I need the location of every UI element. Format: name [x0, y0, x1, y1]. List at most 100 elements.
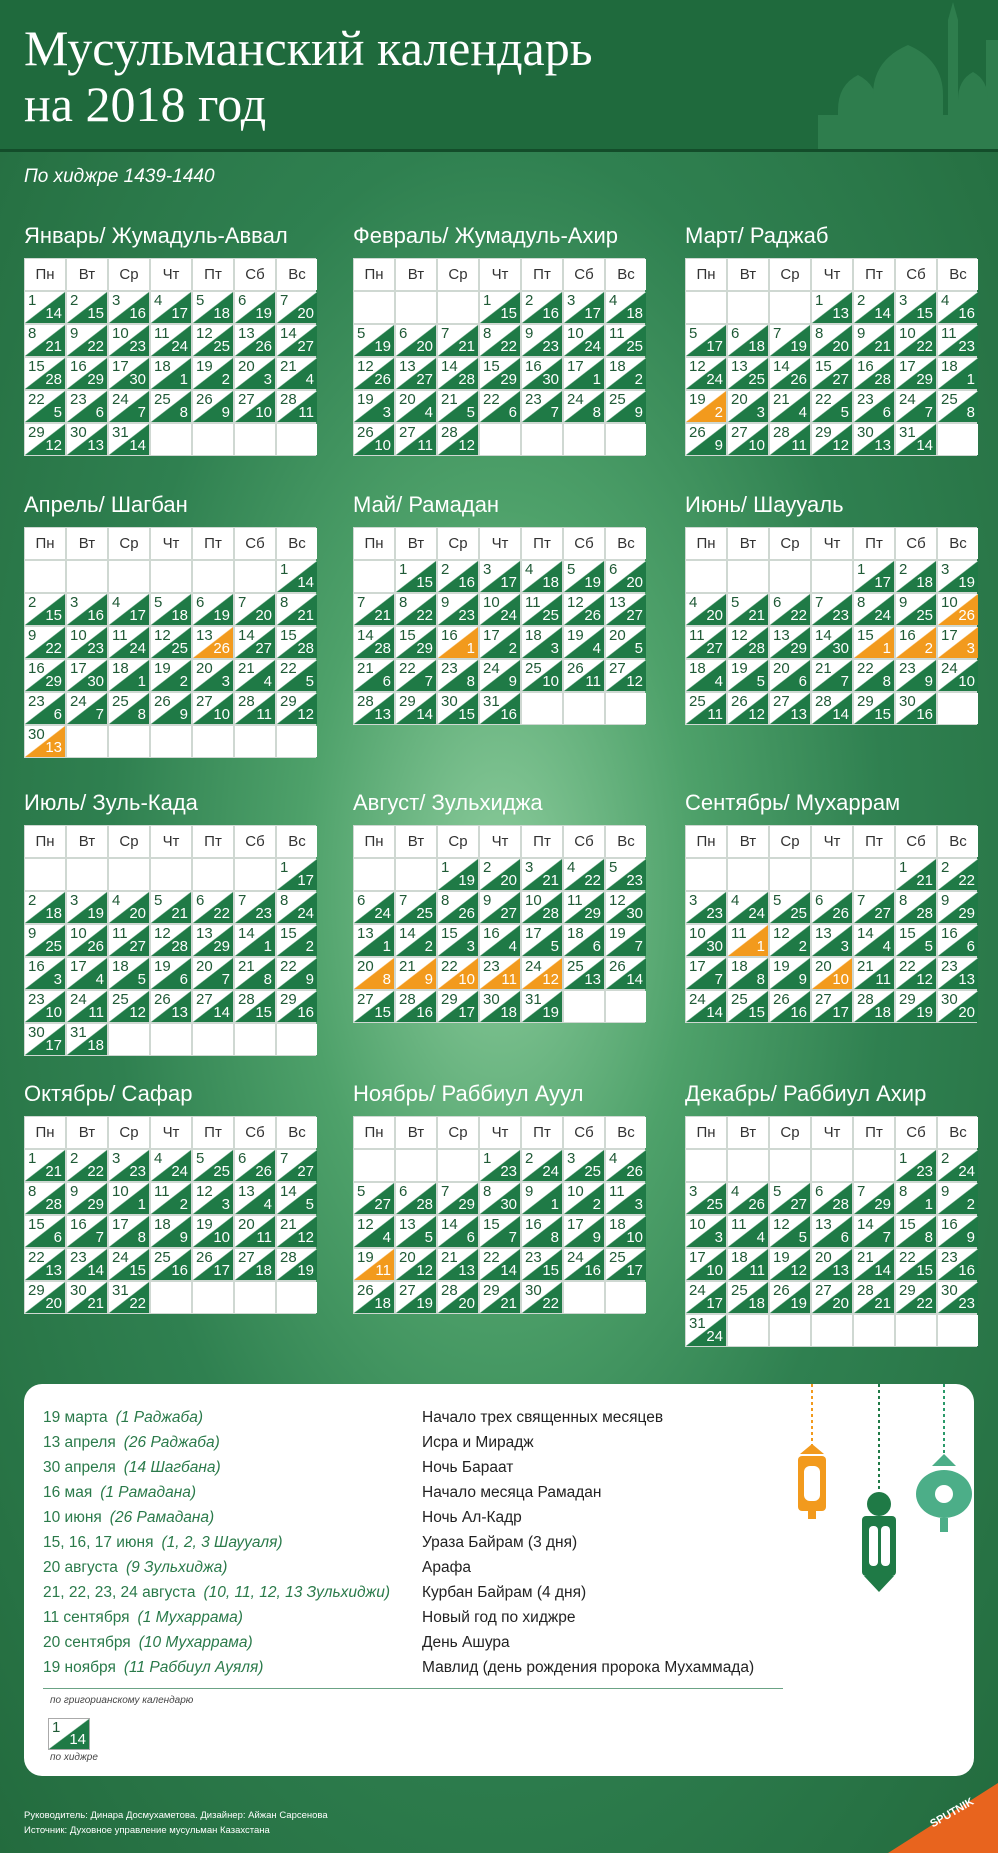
- hijri-day: 10: [213, 706, 230, 723]
- gregorian-day: 24: [941, 660, 958, 677]
- holiday-day-cell: 30 13: [25, 726, 65, 757]
- weekday-header: Вс: [277, 259, 317, 290]
- day-cell: 4 20: [109, 892, 149, 923]
- day-cell: 3 21: [522, 859, 562, 890]
- gregorian-day: 5: [357, 1183, 366, 1200]
- day-cell: 26 12: [728, 693, 768, 724]
- hijri-day: 15: [416, 574, 433, 591]
- hijri-day: 21: [171, 905, 188, 922]
- empty-cell: [854, 1315, 894, 1346]
- empty-cell: [812, 1315, 852, 1346]
- sputnik-logo-icon: [888, 1783, 998, 1853]
- hijri-day: 21: [45, 1163, 62, 1180]
- day-cell: 7 21: [354, 594, 394, 625]
- calendar-grid: Пн Вт Ср Чт Пт Сб Вс 1 19 2 20 3 21 4 22 5 23 6 24 7 25 8 26 9 2…: [353, 825, 646, 1023]
- hijri-day: 27: [374, 1196, 391, 1213]
- day-cell: 19 9: [770, 958, 810, 989]
- holiday-name: День Ашура: [422, 1634, 510, 1651]
- month-block: Сентябрь/ Мухаррам Пн Вт Ср Чт Пт Сб Вс 1 21 2 22 3…: [685, 789, 978, 1023]
- day-cell: 29 22: [896, 1282, 936, 1313]
- gregorian-day: 4: [525, 561, 534, 578]
- hijri-day: 18: [748, 1295, 765, 1312]
- hijri-day: 28: [874, 371, 891, 388]
- gregorian-day: 7: [280, 1150, 289, 1167]
- hijri-day: 10: [832, 971, 849, 988]
- gregorian-day: 26: [357, 1282, 374, 1299]
- gregorian-day: 2: [941, 1150, 950, 1167]
- calendar-grid: Пн Вт Ср Чт Пт Сб Вс 1 21 2 22 3 23 4 24 5 25 6 26 7 27 8 28 9 2…: [24, 1116, 317, 1314]
- hijri-day: 7: [840, 673, 849, 690]
- gregorian-day: 25: [112, 693, 129, 710]
- hijri-day: 6: [840, 1229, 849, 1246]
- empty-cell: [193, 1282, 233, 1313]
- gregorian-day: 20: [815, 958, 832, 975]
- gregorian-day: 5: [154, 892, 163, 909]
- gregorian-day: 4: [112, 892, 121, 909]
- gregorian-day: 1: [28, 292, 37, 309]
- hijri-day: 17: [171, 305, 188, 322]
- day-cell: 5 21: [151, 892, 191, 923]
- day-cell: 28 18: [854, 991, 894, 1022]
- day-cell: 30 22: [522, 1282, 562, 1313]
- day-cell: 11 2: [151, 1183, 191, 1214]
- day-cell: 10 22: [896, 325, 936, 356]
- hijri-day: 28: [748, 640, 765, 657]
- day-cell: 12 4: [354, 1216, 394, 1247]
- gregorian-day: 17: [70, 958, 87, 975]
- hijri-day: 8: [179, 404, 188, 421]
- day-cell: 17 30: [109, 358, 149, 389]
- day-cell: 13 6: [812, 1216, 852, 1247]
- day-cell: 25 17: [606, 1249, 646, 1280]
- hijri-day: 19: [584, 574, 601, 591]
- month-block: Июль/ Зуль-Када Пн Вт Ср Чт Пт Сб Вс 1 17 2 18 3 19 4…: [24, 789, 317, 1056]
- hijri-day: 11: [501, 971, 517, 988]
- gregorian-day: 6: [731, 325, 740, 342]
- weekday-header: Пт: [193, 826, 233, 857]
- hijri-day: 6: [179, 971, 188, 988]
- empty-cell: [812, 561, 852, 592]
- day-cell: 6 20: [396, 325, 436, 356]
- hijri-day: 15: [458, 706, 475, 723]
- gregorian-day: 4: [567, 859, 576, 876]
- holiday-date: 19 ноября (11 Раббиул Ауяля): [43, 1659, 264, 1676]
- weekday-header: Чт: [480, 528, 520, 559]
- gregorian-day: 9: [441, 594, 450, 611]
- holiday-name: Ночь Ал-Кадр: [422, 1509, 522, 1526]
- weekday-header: Вт: [67, 1117, 107, 1148]
- gregorian-day: 19: [731, 660, 748, 677]
- month-title: Январь/ Жумадуль-Аввал: [24, 223, 288, 248]
- hijri-day: 3: [263, 371, 272, 388]
- hijri-day: 27: [416, 371, 433, 388]
- gregorian-day: 12: [567, 594, 584, 611]
- day-cell: 11 3: [606, 1183, 646, 1214]
- gregorian-day: 2: [857, 292, 866, 309]
- hijri-day: 21: [542, 872, 559, 889]
- day-cell: 17 10: [686, 1249, 726, 1280]
- gregorian-day: 25: [731, 991, 748, 1008]
- gregorian-day: 7: [280, 292, 289, 309]
- hijri-day: 16: [916, 706, 933, 723]
- hijri-day: 25: [916, 607, 933, 624]
- weekday-header: Ср: [770, 826, 810, 857]
- hijri-day: 22: [542, 1295, 559, 1312]
- hijri-day: 8: [924, 1229, 933, 1246]
- gregorian-day: 3: [899, 292, 908, 309]
- empty-cell: [938, 1315, 978, 1346]
- hijri-day: 10: [374, 437, 391, 454]
- gregorian-day: 14: [280, 1183, 297, 1200]
- hijri-day: 7: [508, 1229, 517, 1246]
- gregorian-day: 30: [525, 1282, 542, 1299]
- day-cell: 11 25: [522, 594, 562, 625]
- weekday-header: Вс: [277, 528, 317, 559]
- day-cell: 24 9: [480, 660, 520, 691]
- day-cell: 26 18: [354, 1282, 394, 1313]
- day-cell: 5 18: [151, 594, 191, 625]
- day-cell: 12 28: [151, 925, 191, 956]
- holiday-date: 15, 16, 17 июня (1, 2, 3 Шаууаля): [43, 1534, 283, 1551]
- hijri-day: 9: [592, 1229, 601, 1246]
- weekday-header: Сб: [564, 826, 604, 857]
- day-cell: 3 17: [564, 292, 604, 323]
- day-cell: 4 16: [938, 292, 978, 323]
- hijri-day: 27: [790, 1196, 807, 1213]
- hijri-day: 7: [95, 706, 104, 723]
